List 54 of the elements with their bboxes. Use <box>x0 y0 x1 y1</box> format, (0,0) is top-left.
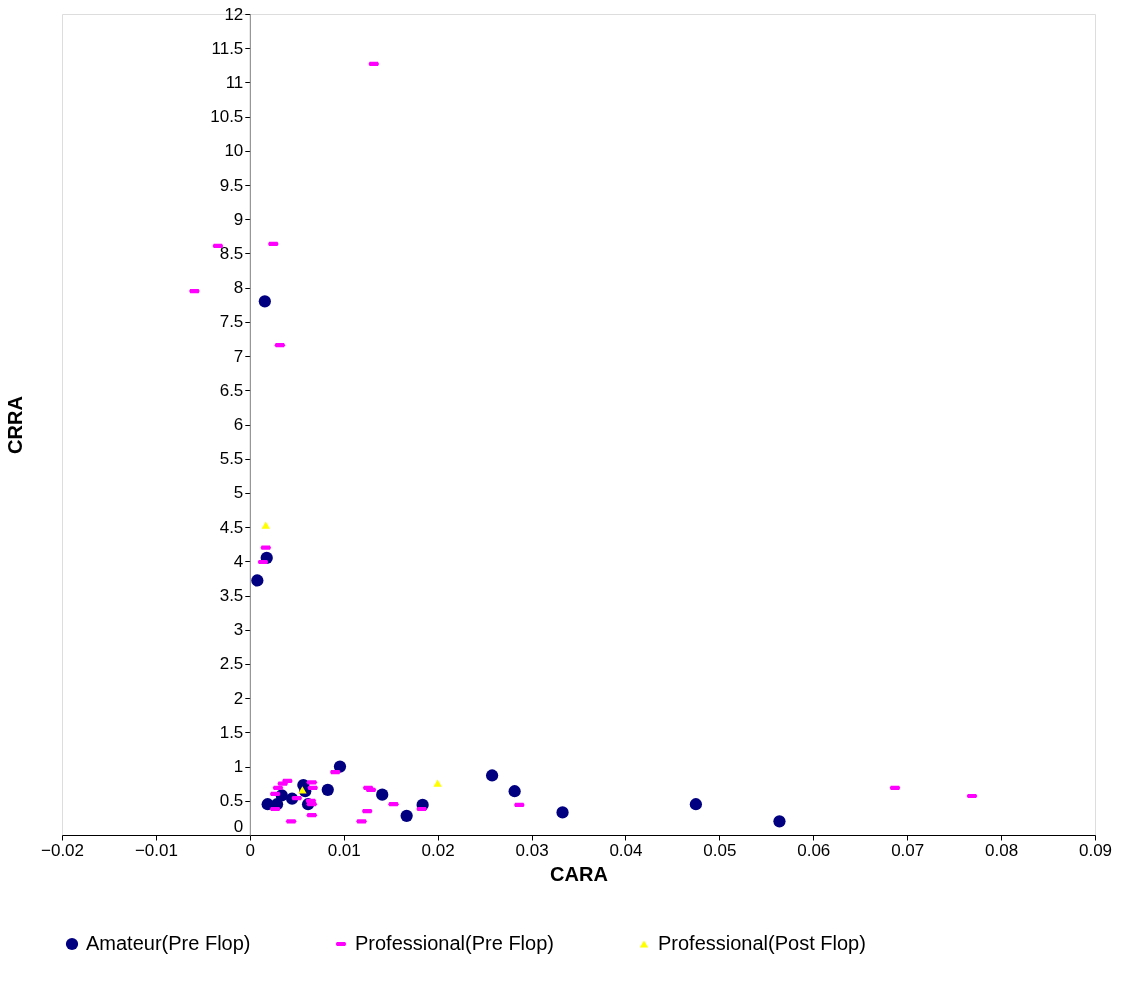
legend-label: Professional(Pre Flop) <box>355 932 554 954</box>
point <box>321 783 334 796</box>
y-tick-label: 2 <box>233 688 244 708</box>
y-tick-label: 5.5 <box>219 449 244 469</box>
y-tick-label: 10.5 <box>210 107 244 127</box>
y-tick-label: 8.5 <box>219 243 244 263</box>
y-tick-label: 1.5 <box>219 722 244 742</box>
point <box>261 521 270 529</box>
x-tick-label: 0.02 <box>421 840 455 860</box>
x-tick-label: 0.04 <box>609 840 643 860</box>
legend-label: Professional(Post Flop) <box>658 932 866 954</box>
y-tick-label: 12 <box>224 4 244 24</box>
y-tick-label: 1 <box>233 757 244 777</box>
x-tick-label: 0.06 <box>797 840 831 860</box>
y-axis-title: CRRA <box>3 396 26 454</box>
x-tick-label: 0.07 <box>891 840 925 860</box>
y-tick-label: 6.5 <box>219 380 244 400</box>
y-tick-label: 0.5 <box>219 791 244 811</box>
legend-label: Amateur(Pre Flop) <box>86 932 251 954</box>
x-tick-label: −0.02 <box>40 840 85 860</box>
point <box>508 785 521 798</box>
y-tick-label: 11 <box>225 72 244 92</box>
point <box>433 779 442 787</box>
y-tick-label: 3 <box>233 620 244 640</box>
y-tick-label: 9.5 <box>219 175 244 195</box>
y-tick-label: 7 <box>233 346 244 366</box>
point <box>556 806 569 819</box>
x-tick-label: 0.03 <box>515 840 549 860</box>
x-tick-label: 0.05 <box>703 840 737 860</box>
point <box>773 815 786 828</box>
y-tick-label: 8 <box>233 278 244 298</box>
y-tick-label: 9 <box>233 209 244 229</box>
x-tick-label: −0.01 <box>134 840 178 860</box>
y-tick-label: 4 <box>233 551 244 571</box>
y-tick-label: 4.5 <box>219 517 244 537</box>
point <box>251 574 264 587</box>
point <box>400 809 413 822</box>
y-tick-label: 6 <box>233 415 244 434</box>
point <box>258 295 271 308</box>
x-tick-label: 0.01 <box>327 840 361 860</box>
point <box>689 798 703 811</box>
point <box>485 769 499 782</box>
point <box>376 788 389 801</box>
y-tick-label: 11.5 <box>211 38 244 58</box>
y-tick-label: 10 <box>224 141 244 161</box>
x-axis-title: CARA <box>550 862 608 885</box>
y-tick-label: 5 <box>233 483 244 503</box>
x-tick-label: 0.09 <box>1078 840 1113 860</box>
x-tick-label: 0.08 <box>985 840 1019 860</box>
y-tick-label: 0 <box>233 816 244 836</box>
point <box>298 786 307 794</box>
y-tick-label: 2.5 <box>219 654 244 674</box>
y-tick-label: 3.5 <box>219 586 244 606</box>
y-tick-label: 7.5 <box>219 312 244 332</box>
